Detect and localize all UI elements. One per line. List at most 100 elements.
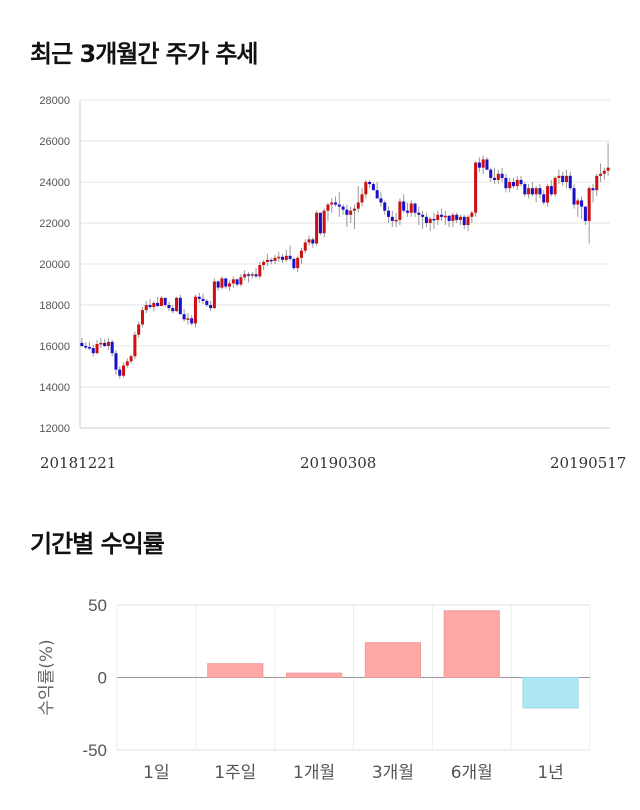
- candle-body: [87, 347, 91, 349]
- candle-body: [284, 255, 288, 260]
- return-bar: [207, 663, 264, 678]
- candle-body: [163, 297, 167, 305]
- return-bar: [285, 672, 343, 679]
- y-tick-label: 18000: [39, 300, 70, 312]
- candle-body: [186, 318, 190, 320]
- candle-body: [99, 342, 103, 345]
- candle-body: [387, 210, 391, 217]
- candle-body: [190, 318, 194, 324]
- candle-body: [447, 215, 451, 221]
- candle-body: [530, 188, 534, 195]
- candle-body: [235, 279, 239, 285]
- y-tick-label: 20000: [39, 259, 70, 271]
- candle-body: [330, 202, 334, 205]
- y-tick-label: -50: [82, 741, 107, 760]
- candle-body: [462, 216, 466, 226]
- x-tick-label: 20190517: [550, 454, 626, 472]
- candle-body: [455, 214, 459, 220]
- candle-body: [80, 342, 84, 346]
- candle-body: [466, 216, 470, 226]
- candle-body: [602, 170, 606, 174]
- candle-body: [424, 216, 428, 223]
- y-tick-label: 12000: [39, 423, 70, 435]
- candle-body: [458, 216, 462, 220]
- candle-body: [137, 324, 141, 335]
- candle-body: [485, 159, 489, 170]
- candle-body: [193, 296, 197, 324]
- candle-body: [341, 206, 345, 210]
- candle-body: [511, 182, 515, 187]
- candle-body: [440, 214, 444, 217]
- candle-body: [156, 302, 160, 307]
- candle-body: [500, 173, 504, 178]
- y-tick-label: 14000: [39, 382, 70, 394]
- candle-body: [398, 201, 402, 220]
- candle-body: [409, 203, 413, 213]
- candle-body: [212, 281, 216, 309]
- candle-body: [209, 305, 213, 309]
- candle-body: [553, 177, 557, 195]
- candle-body: [375, 190, 379, 199]
- candle-body: [402, 201, 406, 211]
- candle-body: [432, 218, 436, 221]
- candle-body: [258, 265, 262, 277]
- candle-body: [337, 204, 341, 207]
- candle-body: [175, 297, 179, 312]
- candle-body: [122, 365, 126, 376]
- x-tick-label: 20190308: [300, 454, 376, 472]
- y-tick-label: 16000: [39, 341, 70, 353]
- candle-body: [246, 274, 250, 276]
- candle-body: [250, 274, 254, 276]
- candle-body: [436, 214, 440, 220]
- candle-body: [481, 159, 485, 168]
- y-tick-label: 26000: [39, 136, 70, 148]
- candle-body: [504, 177, 508, 189]
- candle-body: [277, 256, 281, 259]
- returns-title: 기간별 수익률: [30, 530, 165, 558]
- candle-body: [171, 308, 175, 312]
- return-bar: [522, 677, 579, 709]
- candle-body: [356, 202, 360, 209]
- candle-body: [405, 210, 409, 213]
- candle-body: [591, 188, 595, 191]
- x-tick-label: 1일: [143, 763, 169, 783]
- candle-body: [583, 206, 587, 221]
- candle-body: [371, 184, 375, 191]
- candle-body: [288, 255, 292, 259]
- candle-body: [269, 259, 273, 262]
- candle-body: [182, 314, 186, 320]
- candle-body: [349, 210, 353, 215]
- candle-body: [496, 173, 500, 180]
- candle-body: [587, 188, 591, 221]
- return-bar: [443, 610, 500, 678]
- candle-body: [273, 257, 277, 261]
- candle-body: [390, 216, 394, 221]
- candle-body: [572, 188, 576, 205]
- candle-body: [95, 343, 99, 354]
- candle-body: [265, 259, 269, 262]
- candle-body: [334, 202, 338, 205]
- candle-body: [606, 167, 610, 171]
- candle-body: [489, 169, 493, 178]
- candlestick-chart: 12000 14000 16000 18000 20000 22000 24000 26000…: [39, 95, 626, 472]
- candle-body: [228, 283, 232, 287]
- candle-body: [205, 300, 209, 305]
- candle-body: [311, 239, 315, 244]
- y-tick-label: 24000: [39, 177, 70, 189]
- candle-body: [515, 179, 519, 187]
- candle-body: [568, 175, 572, 189]
- candle-body: [527, 188, 531, 195]
- x-tick-label: 3개월: [372, 763, 414, 783]
- candle-body: [595, 175, 599, 191]
- y-axis-label: 수익률(%): [37, 639, 57, 715]
- candle-body: [508, 182, 512, 189]
- candle-body: [523, 184, 527, 195]
- candle-body: [519, 179, 523, 185]
- candle-body: [118, 369, 122, 376]
- candle-body: [557, 175, 561, 178]
- candle-body: [296, 257, 300, 269]
- candle-body: [474, 162, 478, 213]
- candle-body: [599, 173, 603, 176]
- x-tick-label: 1개월: [293, 763, 335, 783]
- candle-body: [129, 356, 133, 362]
